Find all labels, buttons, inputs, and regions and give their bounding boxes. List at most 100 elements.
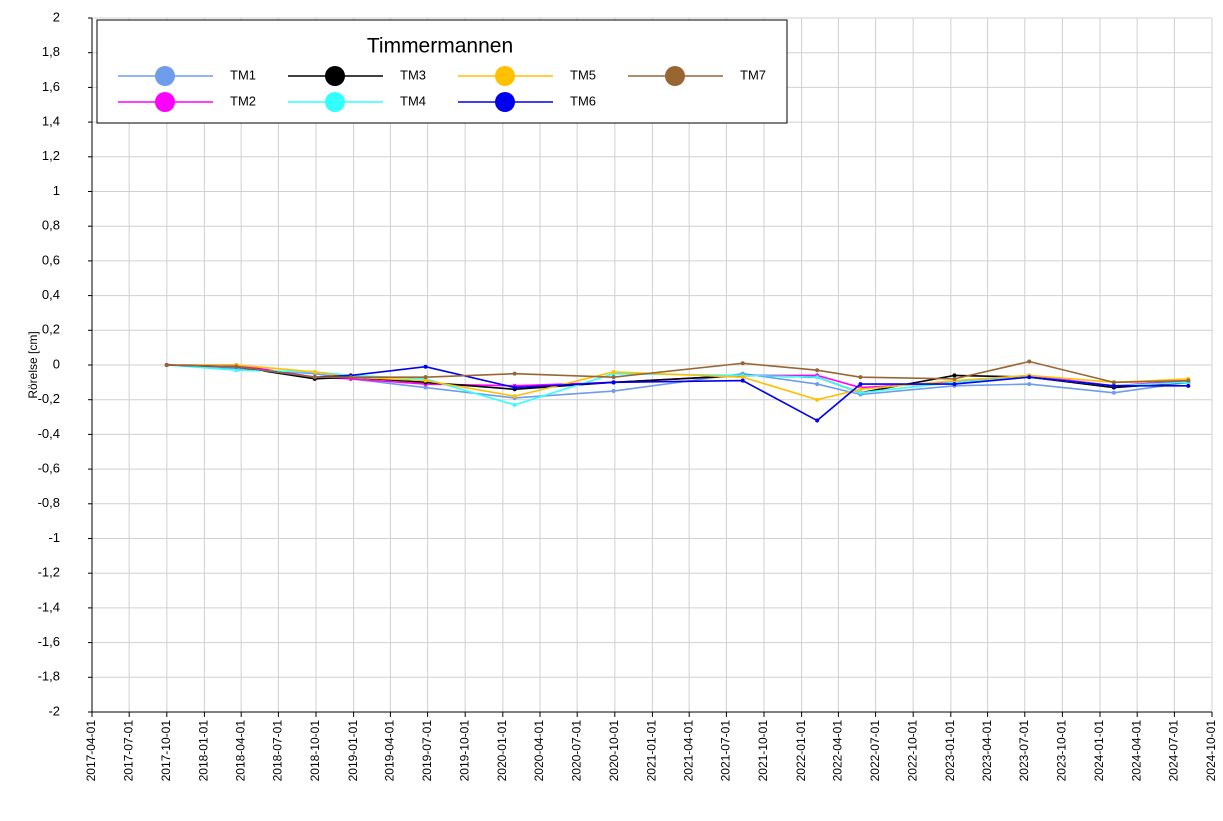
legend-label: TM4 <box>400 93 426 108</box>
legend-marker <box>325 92 345 112</box>
x-tick-label: 2023-07-01 <box>1017 720 1031 782</box>
y-axis-label: Rörelse [cm] <box>26 331 40 398</box>
data-point <box>611 369 616 374</box>
x-tick-label: 2019-07-01 <box>420 720 434 782</box>
y-tick-label: 0,6 <box>42 252 60 267</box>
y-tick-label: -0,4 <box>38 426 60 441</box>
x-tick-label: 2024-01-01 <box>1092 720 1106 782</box>
legend-label: TM2 <box>230 93 256 108</box>
data-point <box>1027 359 1032 364</box>
x-tick-label: 2022-01-01 <box>794 720 808 782</box>
data-point <box>740 361 745 366</box>
x-tick-label: 2022-10-01 <box>905 720 919 782</box>
data-point <box>952 376 957 381</box>
y-tick-label: 0 <box>53 356 60 371</box>
data-point <box>611 380 616 385</box>
legend: Timmermannen TM1 TM2 TM3 TM4 TM5 TM6 TM7 <box>96 19 788 124</box>
y-tick-label: 1,4 <box>42 114 60 129</box>
x-tick-label: 2024-04-01 <box>1129 720 1143 782</box>
x-tick-label: 2024-07-01 <box>1167 720 1181 782</box>
x-tick-label: 2020-07-01 <box>569 720 583 782</box>
data-point <box>858 387 863 392</box>
data-point <box>1111 390 1116 395</box>
y-tick-label: -0,6 <box>38 461 60 476</box>
y-tick-label: -1,2 <box>38 565 60 580</box>
y-tick-label: -1,4 <box>38 599 60 614</box>
y-tick-label: 1,2 <box>42 148 60 163</box>
legend-marker <box>155 92 175 112</box>
data-point <box>512 371 517 376</box>
y-tick-label: 0,8 <box>42 218 60 233</box>
series-line <box>166 364 1189 401</box>
legend-label: TM6 <box>570 93 596 108</box>
data-point <box>1111 383 1116 388</box>
data-point <box>858 382 863 387</box>
data-point <box>423 375 428 380</box>
data-point <box>815 368 820 373</box>
x-tick-label: 2020-04-01 <box>532 720 546 782</box>
data-point <box>312 375 317 380</box>
x-tick-label: 2021-04-01 <box>681 720 695 782</box>
y-tick-label: -0,8 <box>38 495 60 510</box>
legend-title: Timmermannen <box>367 35 513 58</box>
y-tick-label: -0,2 <box>38 391 60 406</box>
x-tick-label: 2021-07-01 <box>719 720 733 782</box>
x-tick-label: 2018-01-01 <box>197 720 211 782</box>
y-tick-label: -1 <box>48 530 60 545</box>
data-point <box>1186 378 1191 383</box>
x-tick-label: 2019-04-01 <box>383 720 397 782</box>
x-tick-label: 2018-04-01 <box>233 720 247 782</box>
data-point <box>512 394 517 399</box>
legend-label: TM3 <box>400 67 426 82</box>
data-point <box>815 418 820 423</box>
data-point <box>164 363 169 367</box>
data-point <box>611 389 616 394</box>
series-line <box>166 360 1189 384</box>
y-tick-label: -1,6 <box>38 634 60 649</box>
data-point <box>740 378 745 383</box>
data-point <box>740 375 745 380</box>
data-point <box>858 390 863 395</box>
legend-marker <box>495 66 515 86</box>
x-tick-label: 2022-04-01 <box>831 720 845 782</box>
data-point <box>1027 382 1032 387</box>
data-point <box>512 402 517 407</box>
legend-marker <box>325 66 345 86</box>
x-tick-label: 2020-10-01 <box>607 720 621 782</box>
data-point <box>312 369 317 374</box>
y-tick-label: -1,8 <box>38 669 60 684</box>
data-point <box>1111 380 1116 385</box>
legend-label: TM7 <box>740 67 766 82</box>
legend-marker <box>495 92 515 112</box>
x-tick-label: 2024-10-01 <box>1204 720 1218 782</box>
legend-marker <box>665 66 685 86</box>
x-tick-label: 2023-10-01 <box>1055 720 1069 782</box>
data-point <box>423 378 428 383</box>
x-tick-label: 2018-07-01 <box>271 720 285 782</box>
legend-marker <box>155 66 175 86</box>
data-point <box>512 385 517 390</box>
data-point <box>611 375 616 380</box>
x-tick-label: 2020-01-01 <box>495 720 509 782</box>
x-tick-label: 2017-04-01 <box>84 720 98 782</box>
series-line <box>166 364 1189 394</box>
x-tick-label: 2022-07-01 <box>868 720 882 782</box>
data-point <box>815 375 820 380</box>
data-point <box>858 375 863 380</box>
legend-label: TM5 <box>570 67 596 82</box>
data-point <box>423 385 428 390</box>
data-point <box>423 364 428 369</box>
y-tick-label: 1 <box>53 183 60 198</box>
data-point <box>234 368 239 373</box>
data-point <box>1186 383 1191 388</box>
x-tick-label: 2023-04-01 <box>980 720 994 782</box>
y-tick-label: -2 <box>48 703 60 718</box>
x-tick-label: 2019-01-01 <box>346 720 360 782</box>
x-tick-label: 2017-10-01 <box>159 720 173 782</box>
series-line <box>166 364 1189 399</box>
y-tick-label: 2 <box>53 9 60 24</box>
data-point <box>234 364 239 369</box>
data-point <box>1027 375 1032 380</box>
x-tick-label: 2021-01-01 <box>645 720 659 782</box>
